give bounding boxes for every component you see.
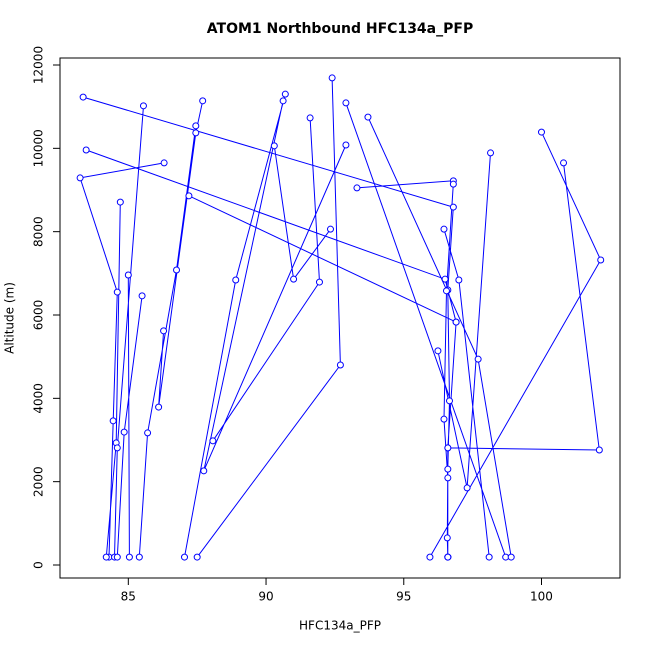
data-point bbox=[434, 347, 442, 355]
data-point bbox=[113, 553, 121, 561]
data-point bbox=[463, 484, 471, 492]
data-point bbox=[455, 276, 463, 284]
data-point bbox=[537, 128, 545, 136]
data-point bbox=[160, 159, 168, 167]
data-point bbox=[113, 444, 121, 452]
data-point bbox=[444, 465, 452, 473]
x-tick-label: 85 bbox=[121, 590, 136, 604]
data-point bbox=[328, 74, 336, 82]
data-point bbox=[125, 553, 133, 561]
chart-title: ATOM1 Northbound HFC134a_PFP bbox=[207, 21, 473, 37]
data-point bbox=[79, 93, 87, 101]
data-point bbox=[595, 446, 603, 454]
data-point bbox=[199, 97, 207, 105]
x-tick-label: 90 bbox=[258, 590, 273, 604]
data-point bbox=[326, 225, 334, 233]
y-tick-label: 8000 bbox=[32, 216, 46, 247]
data-point bbox=[135, 553, 143, 561]
data-point bbox=[124, 271, 132, 279]
data-point bbox=[444, 553, 452, 561]
data-point bbox=[185, 192, 193, 200]
x-tick-label: 100 bbox=[530, 590, 553, 604]
data-point bbox=[181, 553, 189, 561]
x-tick-label: 95 bbox=[396, 590, 411, 604]
data-point bbox=[192, 129, 200, 137]
data-point bbox=[487, 149, 495, 157]
data-point bbox=[120, 428, 128, 436]
data-point bbox=[138, 292, 146, 300]
data-point bbox=[200, 467, 208, 475]
data-point bbox=[82, 146, 90, 154]
data-point bbox=[113, 288, 121, 296]
plot-box bbox=[59, 57, 621, 579]
data-point bbox=[279, 97, 287, 105]
data-point bbox=[173, 266, 181, 274]
data-point bbox=[442, 287, 450, 295]
data-point bbox=[76, 174, 84, 182]
data-point bbox=[155, 403, 163, 411]
y-axis-label: Altitude (m) bbox=[3, 282, 17, 354]
data-point bbox=[485, 553, 493, 561]
data-point bbox=[342, 99, 350, 107]
data-point bbox=[449, 203, 457, 211]
data-point bbox=[193, 553, 201, 561]
data-point bbox=[109, 417, 117, 425]
data-line bbox=[79, 77, 602, 558]
data-point bbox=[102, 553, 110, 561]
data-point bbox=[443, 534, 451, 542]
y-tick-label: 2000 bbox=[32, 466, 46, 497]
data-point bbox=[353, 184, 361, 192]
data-point bbox=[444, 444, 452, 452]
data-point bbox=[426, 553, 434, 561]
data-point bbox=[281, 90, 289, 98]
data-point bbox=[560, 159, 568, 167]
data-point bbox=[144, 429, 152, 437]
data-point bbox=[209, 437, 217, 445]
y-tick-label: 4000 bbox=[32, 383, 46, 414]
y-tick-label: 0 bbox=[32, 561, 46, 569]
data-point bbox=[306, 114, 314, 122]
data-point bbox=[192, 122, 200, 130]
data-point bbox=[342, 141, 350, 149]
data-point bbox=[445, 397, 453, 405]
data-point bbox=[336, 361, 344, 369]
data-point bbox=[452, 318, 460, 326]
data-point bbox=[364, 113, 372, 121]
x-axis-label: HFC134a_PFP bbox=[299, 619, 381, 633]
data-point bbox=[139, 102, 147, 110]
y-tick-label: 12000 bbox=[32, 46, 46, 84]
y-tick-label: 10000 bbox=[32, 129, 46, 167]
data-point bbox=[440, 415, 448, 423]
data-point bbox=[449, 180, 457, 188]
data-point bbox=[160, 327, 168, 335]
data-point bbox=[232, 276, 240, 284]
data-point bbox=[474, 355, 482, 363]
data-point bbox=[315, 278, 323, 286]
data-point bbox=[440, 225, 448, 233]
y-tick-label: 6000 bbox=[32, 300, 46, 331]
data-point bbox=[116, 198, 124, 206]
data-point bbox=[441, 275, 449, 283]
data-point bbox=[444, 474, 452, 482]
data-point bbox=[597, 256, 605, 264]
data-point bbox=[270, 142, 278, 150]
data-point bbox=[507, 553, 515, 561]
data-point bbox=[290, 275, 298, 283]
